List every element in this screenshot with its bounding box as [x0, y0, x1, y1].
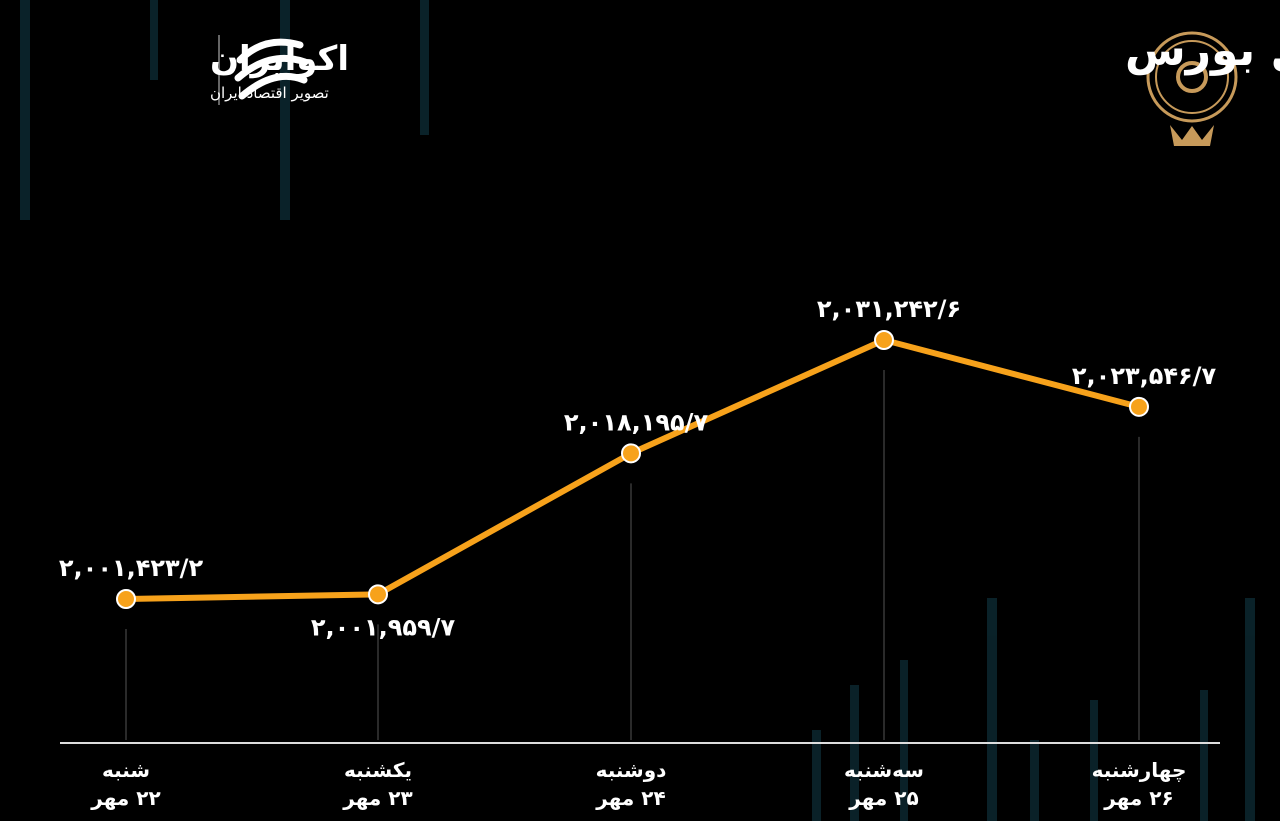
point — [368, 584, 388, 605]
chart-title: روند هفته شاخص کل بورس — [1125, 25, 1280, 76]
x-tick-label: چهارشنبه — [1092, 758, 1187, 783]
point — [621, 443, 641, 464]
x-tick-date: ۲۳ مهر — [342, 786, 412, 810]
x-tick-label: شنبه — [102, 758, 150, 782]
value-label: ۲,۰۰۱,۴۲۳/۲ — [59, 554, 204, 582]
x-tick-label: دوشنبه — [596, 758, 667, 782]
decor-bars — [20, 0, 1255, 821]
value-label: ۲,۰۱۸,۱۹۵/۷ — [564, 408, 709, 436]
point — [1129, 396, 1149, 417]
value-label: ۲,۰۳۱,۲۴۲/۶ — [817, 295, 961, 323]
x-tick-label: سه‌شنبه — [844, 758, 924, 782]
brand-tagline: تصویر اقتصاد ایران — [210, 84, 329, 102]
x-tick-date: ۲۲ مهر — [90, 786, 160, 810]
divider — [218, 35, 220, 105]
point — [874, 330, 894, 350]
value-label: ۲,۰۰۱,۹۵۹/۷ — [311, 613, 456, 641]
value-label: ۲,۰۲۳,۵۴۶/۷ — [1072, 362, 1217, 390]
x-tick-date: ۲۶ مهر — [1103, 786, 1173, 810]
point — [116, 589, 136, 609]
x-tick-label: یکشنبه — [344, 758, 412, 782]
logo: اکوایران تصویر اقتصاد ایران — [210, 35, 349, 105]
emblem — [1146, 31, 1238, 146]
x-tick-date: ۲۴ مهر — [595, 786, 665, 810]
x-tick-date: ۲۵ مهر — [848, 786, 918, 810]
logo-icon — [234, 38, 309, 100]
brand: اکوایران — [210, 39, 349, 79]
